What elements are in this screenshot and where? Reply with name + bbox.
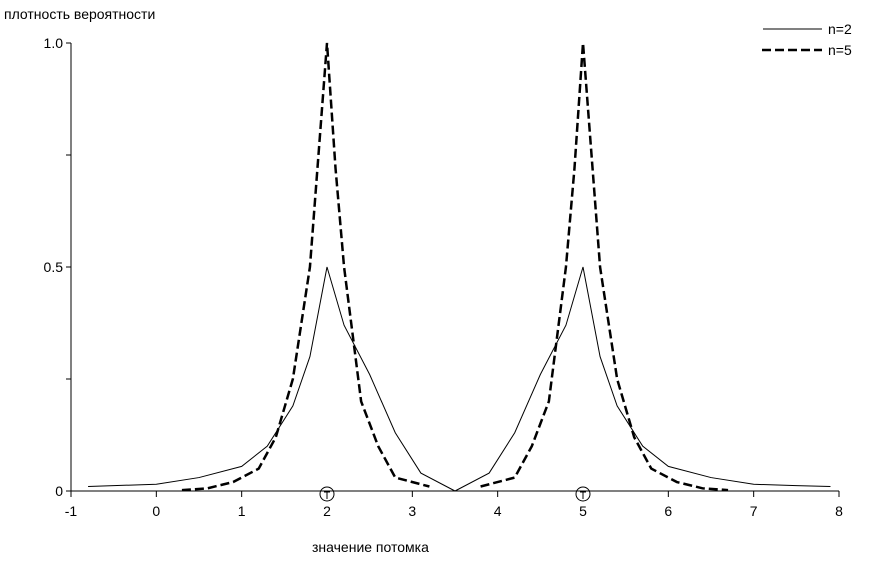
legend: n=2 n=5 — [762, 21, 852, 58]
x-tick-label: 4 — [494, 503, 502, 519]
legend-label-n2: n=2 — [828, 21, 852, 37]
x-tick-label: 1 — [238, 503, 246, 519]
y-tick-label: 0.5 — [44, 259, 64, 275]
y-axis-label: плотность вероятности — [4, 6, 155, 22]
x-axis-label: значение потомка — [312, 539, 429, 555]
parent-marker — [575, 486, 591, 502]
x-tick-label: 2 — [323, 503, 331, 519]
y-tick-label: 0 — [55, 483, 63, 499]
x-tick-label: 8 — [835, 503, 843, 519]
series-line-n2 — [88, 266, 831, 492]
x-tick-label: -1 — [65, 503, 78, 519]
x-tick-label: 0 — [152, 503, 160, 519]
x-tick-label: 7 — [750, 503, 758, 519]
y-tick-label: 1.0 — [44, 35, 64, 51]
parent-marker — [319, 486, 335, 502]
x-tick-label: 6 — [664, 503, 672, 519]
axes: -1 0 1 2 3 4 5 6 7 800.51.0 — [44, 35, 844, 519]
series-line-n5 — [480, 42, 729, 492]
x-tick-label: 5 — [579, 503, 587, 519]
series-lines — [88, 42, 831, 492]
legend-label-n5: n=5 — [828, 42, 852, 58]
x-tick-label: 3 — [408, 503, 416, 519]
series-line-n5 — [181, 42, 430, 492]
